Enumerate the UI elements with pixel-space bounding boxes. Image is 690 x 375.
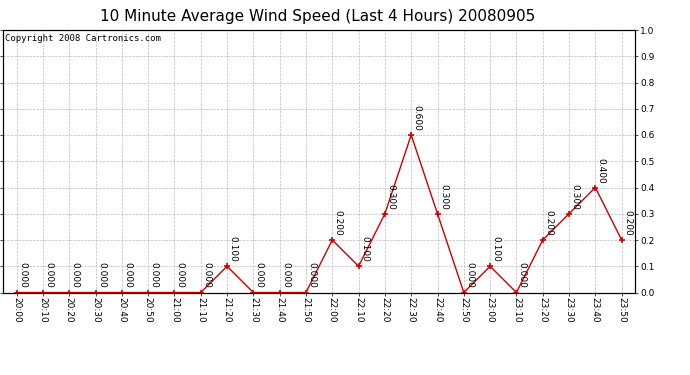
- Text: 0.400: 0.400: [597, 158, 606, 183]
- Text: 0.200: 0.200: [334, 210, 343, 236]
- Text: 0.000: 0.000: [97, 262, 106, 288]
- Text: 10 Minute Average Wind Speed (Last 4 Hours) 20080905: 10 Minute Average Wind Speed (Last 4 Hou…: [100, 9, 535, 24]
- Text: 0.600: 0.600: [413, 105, 422, 131]
- Text: 0.100: 0.100: [491, 236, 500, 262]
- Text: 0.000: 0.000: [44, 262, 53, 288]
- Text: 0.000: 0.000: [70, 262, 79, 288]
- Text: 0.100: 0.100: [228, 236, 237, 262]
- Text: 0.000: 0.000: [307, 262, 316, 288]
- Text: 0.000: 0.000: [18, 262, 27, 288]
- Text: 0.000: 0.000: [150, 262, 159, 288]
- Text: 0.000: 0.000: [202, 262, 211, 288]
- Text: 0.000: 0.000: [465, 262, 474, 288]
- Text: 0.000: 0.000: [518, 262, 526, 288]
- Text: 0.000: 0.000: [281, 262, 290, 288]
- Text: 0.100: 0.100: [360, 236, 369, 262]
- Text: 0.300: 0.300: [439, 184, 448, 210]
- Text: 0.200: 0.200: [544, 210, 553, 236]
- Text: 0.000: 0.000: [255, 262, 264, 288]
- Text: Copyright 2008 Cartronics.com: Copyright 2008 Cartronics.com: [5, 34, 161, 43]
- Text: 0.000: 0.000: [176, 262, 185, 288]
- Text: 0.000: 0.000: [124, 262, 132, 288]
- Text: 0.300: 0.300: [571, 184, 580, 210]
- Text: 0.200: 0.200: [623, 210, 632, 236]
- Text: 0.300: 0.300: [386, 184, 395, 210]
